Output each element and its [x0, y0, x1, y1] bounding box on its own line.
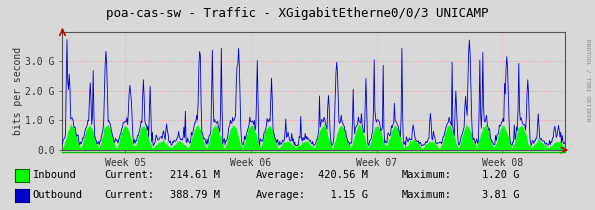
Text: poa-cas-sw - Traffic - XGigabitEtherne0/0/3 UNICAMP: poa-cas-sw - Traffic - XGigabitEtherne0/…	[107, 7, 488, 20]
Text: Average:: Average:	[256, 190, 306, 200]
Text: Maximum:: Maximum:	[402, 170, 452, 180]
Text: 420.56 M: 420.56 M	[318, 170, 368, 180]
Text: Maximum:: Maximum:	[402, 190, 452, 200]
Text: RRDTOOL / TOBI OETIKER: RRDTOOL / TOBI OETIKER	[586, 39, 591, 121]
Text: Current:: Current:	[104, 190, 154, 200]
Text: 214.61 M: 214.61 M	[170, 170, 220, 180]
Text: Outbound: Outbound	[33, 190, 83, 200]
Y-axis label: bits per second: bits per second	[12, 47, 23, 135]
Text: 1.15 G: 1.15 G	[318, 190, 368, 200]
Text: Inbound: Inbound	[33, 170, 77, 180]
Text: Average:: Average:	[256, 170, 306, 180]
Text: 1.20 G: 1.20 G	[482, 170, 519, 180]
Text: 388.79 M: 388.79 M	[170, 190, 220, 200]
Text: 3.81 G: 3.81 G	[482, 190, 519, 200]
Text: Current:: Current:	[104, 170, 154, 180]
